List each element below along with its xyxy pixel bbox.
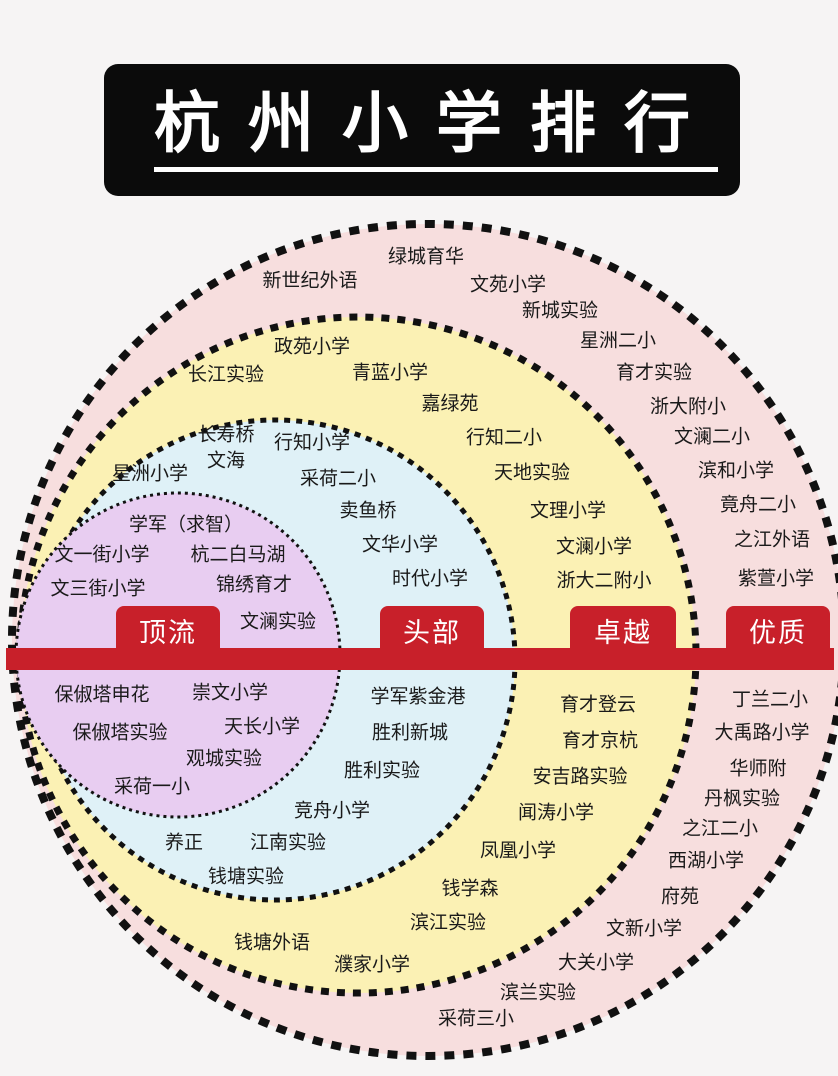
school-label-middle: 政苑小学 bbox=[273, 335, 351, 358]
school-label-inner: 文海 bbox=[206, 449, 246, 472]
school-label-core: 观城实验 bbox=[185, 747, 263, 770]
school-label-middle: 育才登云 bbox=[559, 693, 637, 716]
school-label-inner: 胜利新城 bbox=[371, 721, 449, 744]
school-label-core: 采荷一小 bbox=[113, 775, 191, 798]
school-label-middle: 行知二小 bbox=[465, 426, 543, 449]
school-label-inner: 胜利实验 bbox=[343, 759, 421, 782]
school-label-core: 保俶塔申花 bbox=[54, 683, 150, 706]
school-label-middle: 滨江实验 bbox=[409, 911, 487, 934]
school-label-outer: 之江二小 bbox=[681, 817, 759, 840]
school-label-outer: 丹枫实验 bbox=[703, 787, 781, 810]
school-label-outer: 滨和小学 bbox=[697, 459, 775, 482]
school-label-core: 学军（求智） bbox=[128, 513, 244, 536]
school-label-outer: 大关小学 bbox=[557, 951, 635, 974]
school-label-outer: 采荷三小 bbox=[437, 1007, 515, 1030]
school-label-middle: 嘉绿苑 bbox=[421, 392, 479, 415]
school-label-middle: 文理小学 bbox=[529, 499, 607, 522]
school-label-outer: 新世纪外语 bbox=[262, 269, 358, 292]
school-label-outer: 竟舟二小 bbox=[719, 493, 797, 516]
school-label-outer: 丁兰二小 bbox=[731, 688, 809, 711]
tier-label-middle: 卓越 bbox=[570, 606, 676, 654]
school-label-outer: 西湖小学 bbox=[667, 849, 745, 872]
school-label-middle: 安吉路实验 bbox=[532, 765, 628, 788]
school-label-outer: 府苑 bbox=[660, 885, 700, 908]
tier-label-outer: 优质 bbox=[726, 606, 830, 654]
school-label-outer: 华师附 bbox=[729, 757, 787, 780]
school-label-inner: 学军紫金港 bbox=[370, 685, 466, 708]
title-banner: 杭州小学排行 bbox=[104, 64, 740, 196]
school-label-outer: 育才实验 bbox=[615, 361, 693, 384]
school-label-outer: 绿城育华 bbox=[387, 245, 465, 268]
school-label-inner: 江南实验 bbox=[249, 831, 327, 854]
school-label-middle: 天地实验 bbox=[493, 461, 571, 484]
school-label-middle: 钱塘外语 bbox=[233, 931, 311, 954]
school-label-outer: 滨兰实验 bbox=[499, 981, 577, 1004]
school-label-core: 锦绣育才 bbox=[215, 573, 293, 596]
page-title: 杭州小学排行 bbox=[154, 88, 718, 172]
school-label-core: 文澜实验 bbox=[239, 610, 317, 633]
school-label-outer: 文澜二小 bbox=[673, 425, 751, 448]
school-label-core: 保俶塔实验 bbox=[72, 721, 168, 744]
school-label-core: 杭二白马湖 bbox=[190, 543, 286, 566]
school-label-inner: 文华小学 bbox=[361, 533, 439, 556]
school-label-outer: 星洲二小 bbox=[579, 329, 657, 352]
school-label-inner: 长寿桥 bbox=[197, 423, 255, 446]
school-label-middle: 青蓝小学 bbox=[351, 361, 429, 384]
school-label-middle: 钱学森 bbox=[441, 877, 499, 900]
school-label-inner: 行知小学 bbox=[273, 431, 351, 454]
school-label-middle: 长江实验 bbox=[187, 363, 265, 386]
school-label-core: 文三街小学 bbox=[50, 577, 146, 600]
school-label-outer: 新城实验 bbox=[521, 299, 599, 322]
school-label-inner: 竞舟小学 bbox=[293, 799, 371, 822]
tier-label-inner: 头部 bbox=[380, 606, 484, 654]
school-label-middle: 浙大二附小 bbox=[556, 569, 652, 592]
school-label-outer: 浙大附小 bbox=[649, 395, 727, 418]
school-label-outer: 文新小学 bbox=[605, 917, 683, 940]
school-label-middle: 凤凰小学 bbox=[479, 839, 557, 862]
school-label-middle: 闻涛小学 bbox=[517, 801, 595, 824]
school-label-middle: 育才京杭 bbox=[561, 729, 639, 752]
school-label-middle: 文澜小学 bbox=[555, 535, 633, 558]
school-label-outer: 紫萱小学 bbox=[737, 567, 815, 590]
school-label-outer: 大禹路小学 bbox=[714, 721, 810, 744]
school-label-core: 崇文小学 bbox=[191, 681, 269, 704]
school-label-core: 文一街小学 bbox=[54, 543, 150, 566]
school-label-middle: 濮家小学 bbox=[333, 953, 411, 976]
school-label-inner: 钱塘实验 bbox=[207, 865, 285, 888]
school-label-inner: 卖鱼桥 bbox=[339, 499, 397, 522]
tier-label-core: 顶流 bbox=[116, 606, 220, 654]
school-label-inner: 时代小学 bbox=[391, 567, 469, 590]
school-label-inner: 星洲小学 bbox=[111, 462, 189, 485]
school-label-inner: 采荷二小 bbox=[299, 467, 377, 490]
school-label-core: 天长小学 bbox=[223, 715, 301, 738]
school-label-inner: 养正 bbox=[164, 831, 204, 854]
school-label-outer: 文苑小学 bbox=[469, 273, 547, 296]
school-label-outer: 之江外语 bbox=[733, 528, 811, 551]
